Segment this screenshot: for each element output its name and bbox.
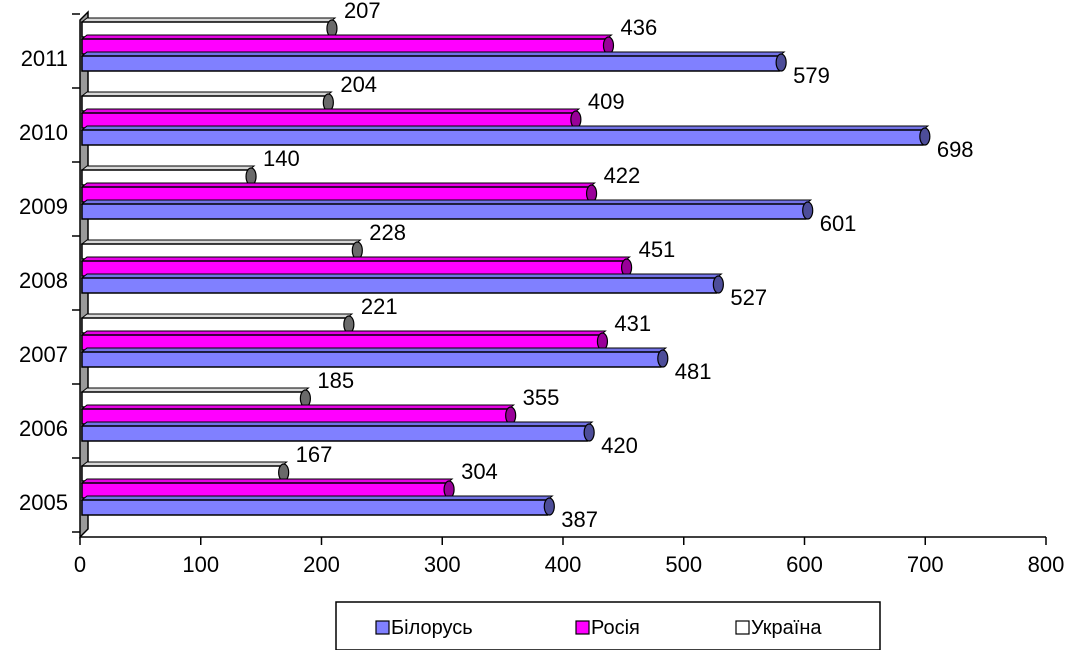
bar-end-cap — [596, 332, 609, 351]
bar-end-cap — [343, 315, 355, 334]
bar-end-cap — [245, 167, 257, 186]
data-label: 422 — [604, 163, 641, 188]
bar-end-cap — [775, 53, 787, 72]
bar-Білорусь — [81, 55, 780, 72]
data-label: 451 — [639, 237, 676, 262]
legend-label: Україна — [751, 617, 822, 639]
y-tick-label: 2007 — [19, 342, 68, 367]
data-label: 304 — [461, 459, 498, 484]
legend: Білорусь Росія Україна — [335, 601, 881, 650]
x-tick-label: 800 — [1028, 552, 1065, 577]
bar-end-cap — [543, 497, 555, 516]
bar-end-cap — [583, 423, 595, 442]
data-label: 527 — [730, 285, 767, 310]
bar-end-cap — [712, 275, 724, 294]
bar-end-cap — [620, 258, 633, 277]
bar-Білорусь — [81, 203, 807, 220]
x-tick-label: 100 — [182, 552, 219, 577]
y-tick-label: 2011 — [21, 46, 68, 71]
data-label: 355 — [523, 385, 560, 410]
data-label: 431 — [614, 311, 651, 336]
bars — [80, 17, 931, 516]
data-label: 420 — [601, 433, 638, 458]
data-label: 204 — [340, 72, 377, 97]
legend-swatch — [575, 620, 590, 635]
legend-swatch — [375, 620, 390, 635]
bar-end-cap — [326, 19, 338, 38]
x-tick-label: 600 — [786, 552, 823, 577]
x-tick-label: 0 — [74, 552, 86, 577]
bar-Білорусь — [81, 277, 718, 294]
y-tick-label: 2006 — [19, 416, 68, 441]
data-label: 207 — [344, 0, 381, 23]
axes: 0 100 200 300 400 500 600 700 800 2005 2006 2007 200… — [19, 10, 1065, 577]
x-tick-label: 700 — [907, 552, 944, 577]
bar-end-cap — [570, 110, 582, 129]
legend-label: Росія — [591, 617, 640, 639]
data-labels: 167 304 387 185 355 420 221 431 481 228 451 527 140 4… — [263, 0, 974, 532]
y-tick-label: 2009 — [19, 194, 68, 219]
y-tick-label: 2010 — [19, 120, 68, 145]
bar-end-cap — [657, 349, 669, 368]
data-label: 601 — [820, 211, 857, 236]
data-label: 185 — [317, 368, 354, 393]
data-label: 167 — [296, 442, 333, 467]
bar-end-cap — [919, 127, 931, 146]
bar-Білорусь — [81, 351, 662, 368]
data-label: 481 — [675, 359, 712, 384]
bar-Білорусь — [81, 499, 549, 516]
bar-end-cap — [602, 36, 615, 55]
data-label: 409 — [588, 89, 625, 114]
data-label: 387 — [561, 507, 598, 532]
x-tick-label: 200 — [303, 552, 340, 577]
bar-Білорусь — [81, 129, 924, 146]
bar-Білорусь — [81, 425, 588, 442]
bar-end-cap — [299, 389, 311, 408]
data-label: 436 — [620, 15, 657, 40]
y-tick-label: 2005 — [19, 490, 68, 515]
data-label: 221 — [361, 294, 398, 319]
legend-swatch — [735, 620, 750, 635]
y-tick-label: 2008 — [19, 268, 68, 293]
data-label: 228 — [369, 220, 406, 245]
bar-end-cap — [351, 241, 363, 260]
bar-end-cap — [585, 184, 598, 203]
data-label: 698 — [937, 137, 974, 162]
bar-end-cap — [322, 93, 334, 112]
bar-end-cap — [278, 463, 290, 482]
bar-end-cap — [443, 480, 455, 499]
x-tick-label: 300 — [424, 552, 461, 577]
legend-label: Білорусь — [391, 617, 473, 639]
legend-box — [335, 601, 881, 650]
bar-end-cap — [802, 201, 814, 220]
x-tick-label: 500 — [665, 552, 702, 577]
x-tick-label: 400 — [545, 552, 582, 577]
data-label: 140 — [263, 146, 300, 171]
bar-end-cap — [505, 406, 517, 425]
data-label: 579 — [793, 63, 830, 88]
